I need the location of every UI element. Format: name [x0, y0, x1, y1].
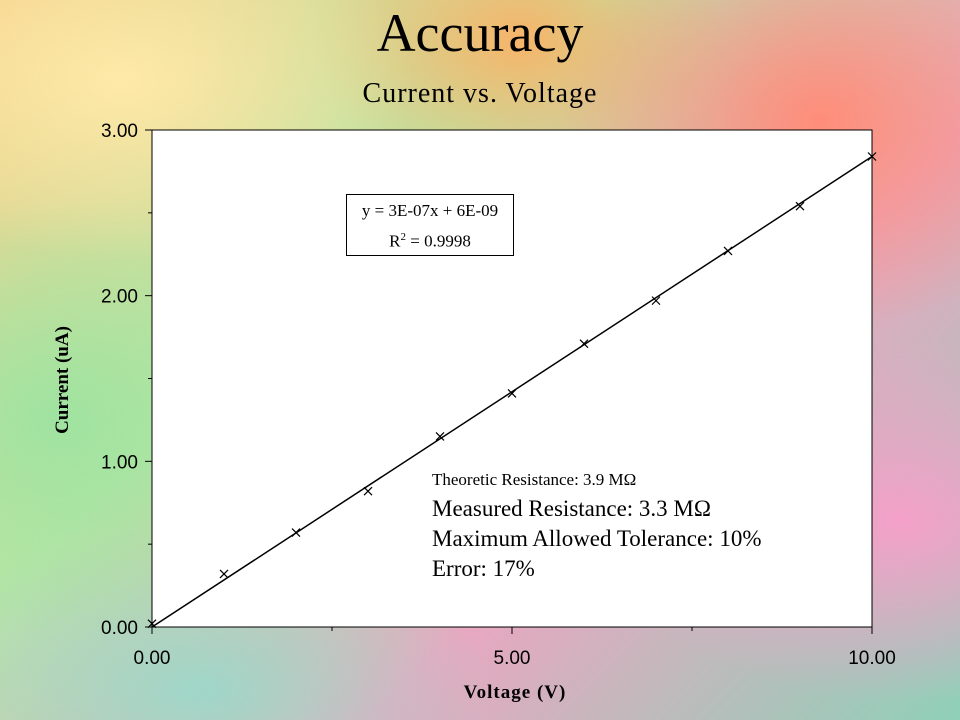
- x-axis-label: Voltage (V): [463, 682, 567, 703]
- axes: [145, 129, 873, 634]
- chart-title: Current vs. Voltage: [362, 78, 598, 109]
- slide-title: Accuracy: [376, 3, 584, 63]
- x-tick-label: 10.00: [848, 648, 896, 669]
- data-point: [867, 152, 877, 161]
- y-tick-label: 2.00: [101, 287, 138, 308]
- resistance-notes: Theoretic Resistance: 3.9 MΩ Measured Re…: [432, 466, 761, 584]
- r-squared-label: R: [389, 231, 401, 251]
- r-squared-value: = 0.9998: [406, 231, 471, 251]
- measured-resistance: Measured Resistance: 3.3 MΩ: [432, 496, 711, 521]
- trendline-equation-box: y = 3E-07x + 6E-09 R2 = 0.9998: [346, 194, 514, 256]
- data-point: [795, 201, 805, 211]
- x-tick-label: 0.00: [134, 648, 171, 669]
- data-point: [651, 296, 661, 306]
- data-point: [219, 569, 229, 579]
- y-axis-label: Current (uA): [52, 326, 73, 434]
- r-squared-exponent: 2: [400, 231, 407, 243]
- y-tick-label: 3.00: [101, 121, 138, 142]
- data-point: [579, 339, 589, 349]
- r-squared: R2 = 0.9998: [347, 224, 513, 255]
- data-point: [147, 619, 157, 629]
- x-tick-label: 5.00: [494, 648, 531, 669]
- data-point: [435, 432, 445, 441]
- data-points: [147, 152, 877, 629]
- error-value: Error: 17%: [432, 556, 535, 581]
- data-point: [363, 486, 373, 496]
- trendline: [151, 155, 873, 628]
- theoretic-resistance: Theoretic Resistance: 3.9 MΩ: [432, 470, 637, 489]
- y-tick-label: 1.00: [101, 452, 138, 473]
- data-point: [723, 246, 733, 256]
- data-point: [507, 388, 517, 398]
- trendline-equation: y = 3E-07x + 6E-09: [361, 201, 499, 220]
- tick-labels: 0.00 1.00 2.00 3.00 0.00 5.00 10.00: [101, 121, 896, 669]
- maximum-tolerance: Maximum Allowed Tolerance: 10%: [432, 526, 762, 551]
- data-point: [291, 528, 301, 537]
- y-tick-label: 0.00: [101, 618, 138, 639]
